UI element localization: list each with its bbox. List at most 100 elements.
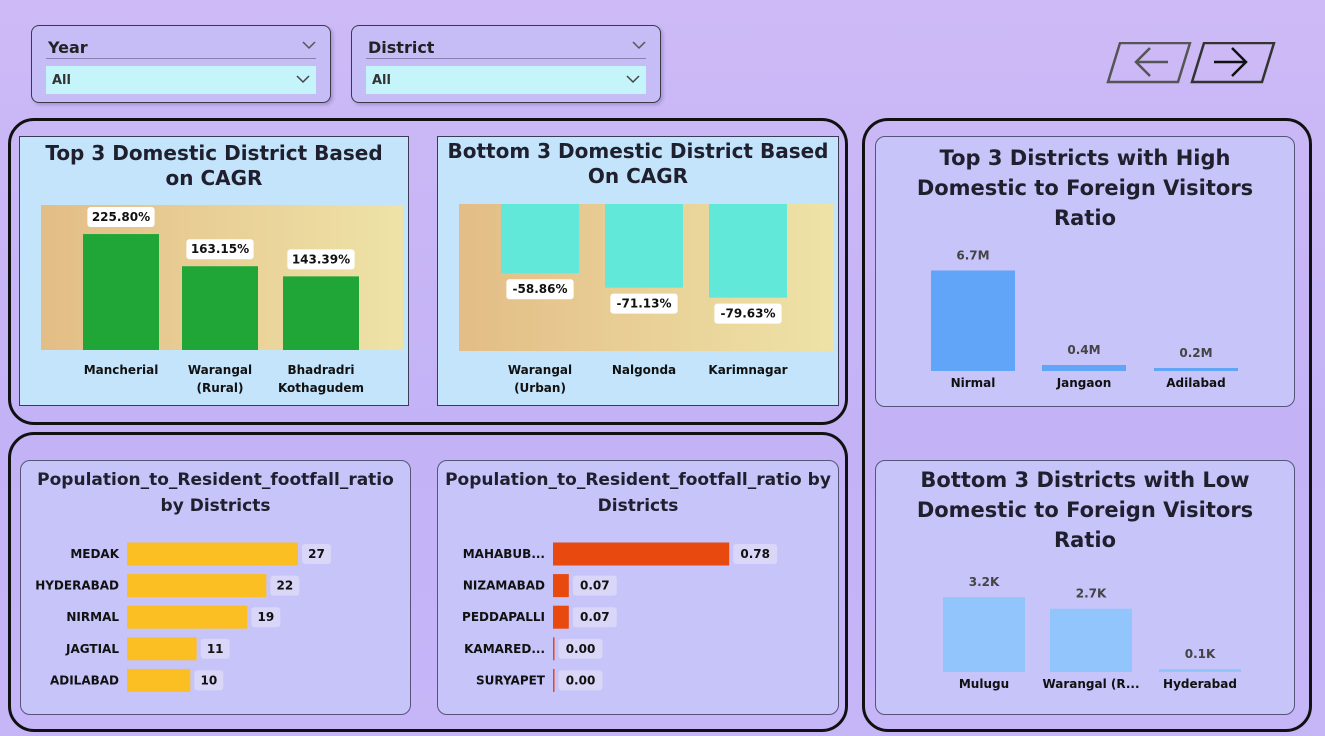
- back-button[interactable]: [1106, 42, 1192, 84]
- bar[interactable]: [127, 542, 298, 566]
- bar[interactable]: [182, 266, 258, 350]
- bar[interactable]: [553, 668, 555, 692]
- category-label: Warangal (R...: [1042, 677, 1139, 691]
- data-label-box: [87, 207, 155, 228]
- bar[interactable]: [553, 574, 569, 598]
- bar[interactable]: [83, 234, 159, 350]
- slicer-divider: [366, 58, 646, 59]
- arrow-left-icon: [1106, 42, 1192, 84]
- bar[interactable]: [127, 668, 191, 692]
- data-label: 27: [308, 547, 325, 561]
- data-label-box: [506, 279, 574, 300]
- category-label: SURYAPET: [476, 673, 546, 687]
- pop-ratio-bottom-card: Population_to_Resident_footfall_ratio by…: [437, 460, 839, 715]
- data-label-box: [251, 607, 281, 628]
- chevron-down-icon: [626, 75, 640, 84]
- bottom3-ratio-card: Bottom 3 Districts with Low Domestic to …: [875, 460, 1295, 715]
- bar[interactable]: [605, 204, 683, 288]
- data-label: -71.13%: [617, 297, 672, 311]
- category-label: Nalgonda: [612, 363, 676, 377]
- category-label: Mancherial: [84, 363, 159, 377]
- data-label: 11: [207, 642, 224, 656]
- bar[interactable]: [553, 605, 569, 629]
- bar[interactable]: [127, 605, 248, 629]
- district-slicer-label: District: [368, 38, 435, 57]
- bar[interactable]: [1159, 669, 1241, 672]
- category-label: MAHABUB...: [463, 547, 545, 561]
- category-label: Nirmal: [951, 376, 996, 390]
- data-label-box: [287, 249, 355, 270]
- year-slicer-label: Year: [48, 38, 88, 57]
- bar[interactable]: [501, 204, 579, 274]
- category-label: Jangaon: [1056, 376, 1112, 390]
- category-label: JAGTIAL: [65, 642, 119, 656]
- bar[interactable]: [553, 637, 555, 661]
- data-label: 22: [276, 579, 293, 593]
- data-label: 225.80%: [92, 210, 150, 224]
- data-label: 163.15%: [191, 242, 249, 256]
- pop-ratio-bottom-title: Population_to_Resident_footfall_ratio by…: [445, 470, 831, 516]
- data-label: 0.1K: [1185, 647, 1216, 661]
- bottom3-cagr-card: Bottom 3 Domestic District Based On CAGR…: [437, 136, 839, 406]
- data-label: 0.00: [566, 673, 596, 687]
- category-label: NIRMAL: [66, 610, 119, 624]
- bar[interactable]: [709, 204, 787, 298]
- data-label: 0.2M: [1179, 346, 1212, 360]
- category-label: NIZAMABAD: [463, 579, 545, 593]
- top3-cagr-chart: 225.80% Mancherial 163.15% Warangal (Rural) 1…: [41, 205, 403, 395]
- bar[interactable]: [553, 542, 730, 566]
- chevron-down-icon[interactable]: [302, 38, 316, 52]
- cagr-group-frame: [8, 118, 848, 425]
- data-label: 0.07: [580, 610, 610, 624]
- pop-ratio-top-card: Population_to_Resident_footfall_ratio by…: [20, 460, 411, 715]
- bar[interactable]: [1154, 368, 1238, 371]
- top3-ratio-card: Top 3 Districts with High Domestic to Fo…: [875, 136, 1295, 407]
- bottom3-ratio-chart: 3.2K Mulugu 2.7K Warangal (R... 0.1K Hyderaba…: [943, 575, 1241, 691]
- district-dropdown-value: All: [372, 73, 391, 88]
- bar[interactable]: [127, 574, 267, 598]
- data-label: -79.63%: [721, 307, 776, 321]
- data-label: 0.00: [566, 642, 596, 656]
- data-label: 0.4M: [1067, 343, 1100, 357]
- bar[interactable]: [283, 276, 359, 350]
- bar[interactable]: [931, 270, 1015, 372]
- year-dropdown-value: All: [52, 73, 71, 88]
- top3-cagr-card: Top 3 Domestic District Based on CAGR 22…: [19, 136, 409, 406]
- data-label: 6.7M: [956, 249, 989, 263]
- category-label: Warangal: [508, 363, 572, 377]
- category-label: Kothagudem: [278, 381, 364, 395]
- arrow-right-icon: [1190, 42, 1276, 84]
- year-dropdown[interactable]: All: [46, 66, 316, 94]
- data-label-box: [714, 303, 782, 324]
- footfall-group-frame: [8, 432, 848, 732]
- bottom3-ratio-title: Bottom 3 Districts with Low Domestic to …: [916, 468, 1254, 552]
- data-label: 0.78: [740, 547, 770, 561]
- slicer-divider: [46, 58, 316, 59]
- category-label: (Rural): [197, 381, 244, 395]
- data-label-box: [194, 670, 224, 691]
- forward-button[interactable]: [1190, 42, 1276, 84]
- district-dropdown[interactable]: All: [366, 66, 646, 94]
- data-label-box: [302, 544, 331, 564]
- category-label: Karimnagar: [708, 363, 787, 377]
- data-label: 0.07: [580, 579, 610, 593]
- category-label: (Urban): [514, 381, 566, 395]
- pop-ratio-top-chart: MEDAK 27 HYDERABAD 22 NIRMAL 19 JAGTIAL 11 ADILA…: [35, 542, 331, 692]
- district-slicer: District All: [351, 25, 661, 103]
- bar[interactable]: [943, 597, 1025, 672]
- data-label-box: [270, 575, 300, 596]
- bar[interactable]: [1050, 608, 1132, 672]
- bar[interactable]: [1042, 365, 1126, 371]
- data-label: 2.7K: [1076, 587, 1107, 601]
- chevron-down-icon: [296, 75, 310, 84]
- data-label: 3.2K: [969, 575, 1000, 589]
- category-label: Mulugu: [959, 677, 1009, 691]
- pop-ratio-bottom-chart: MAHABUB... 0.78 NIZAMABAD 0.07 PEDDAPALLI 0.0…: [462, 542, 778, 692]
- category-label: Bhadradri: [287, 363, 354, 377]
- chevron-down-icon[interactable]: [632, 38, 646, 52]
- bar[interactable]: [127, 637, 197, 661]
- top3-cagr-title: Top 3 Domestic District Based on CAGR: [45, 141, 383, 190]
- data-label: 19: [257, 610, 274, 624]
- category-label: MEDAK: [70, 547, 119, 561]
- category-label: KAMARED...: [464, 642, 545, 656]
